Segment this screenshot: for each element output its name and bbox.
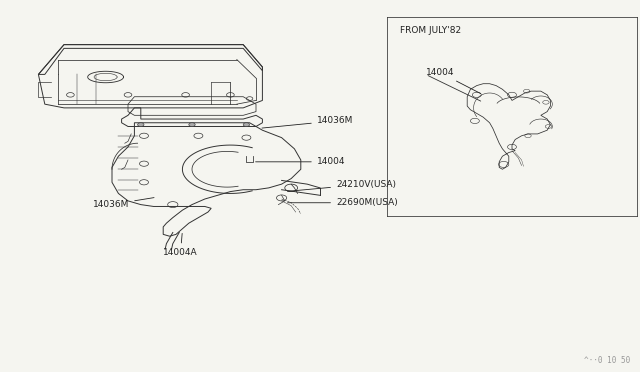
Circle shape [138, 123, 144, 126]
Text: 14036M: 14036M [93, 198, 154, 209]
Text: 24210V(USA): 24210V(USA) [287, 180, 396, 191]
Text: 14004A: 14004A [163, 233, 198, 257]
Circle shape [189, 123, 195, 126]
Text: ^··0 10 50: ^··0 10 50 [584, 356, 630, 365]
Circle shape [243, 123, 250, 126]
Text: 14036M: 14036M [262, 116, 353, 128]
Text: 14004: 14004 [255, 157, 346, 166]
Text: 14004: 14004 [426, 68, 481, 94]
Text: FROM JULY'82: FROM JULY'82 [400, 26, 461, 35]
Text: 22690M(USA): 22690M(USA) [287, 198, 397, 207]
